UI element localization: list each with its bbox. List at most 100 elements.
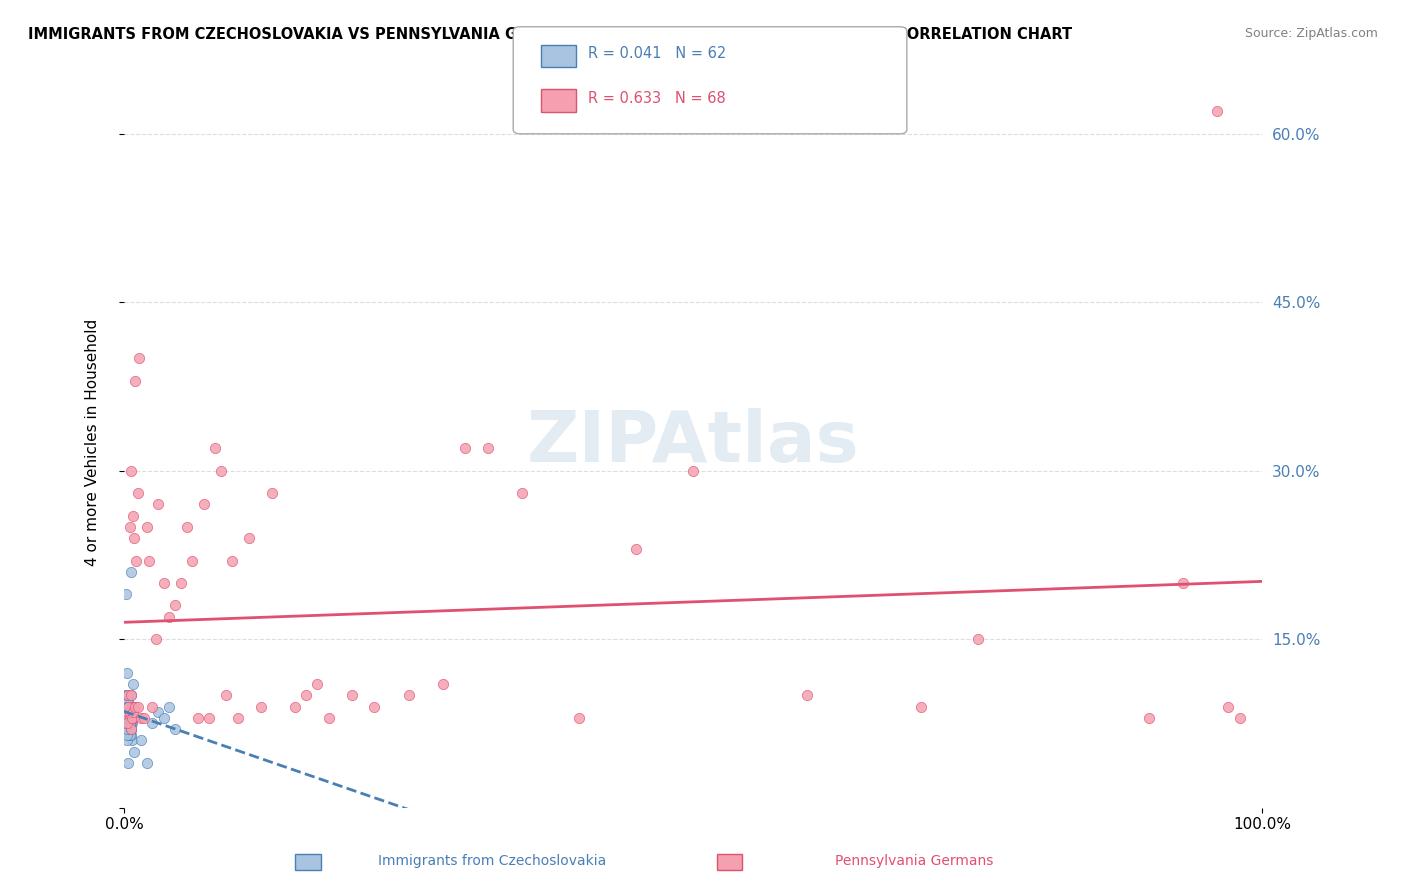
Text: R = 0.633   N = 68: R = 0.633 N = 68 [588, 91, 725, 105]
Point [120, 722, 142, 736]
Point [454, 441, 477, 455]
Point [115, 711, 138, 725]
Point [204, 441, 226, 455]
Point [115, 689, 138, 703]
Point [121, 711, 143, 725]
Point [226, 711, 249, 725]
Point [120, 722, 142, 736]
Point [165, 599, 187, 613]
Point [120, 722, 142, 736]
Text: R = 0.041   N = 62: R = 0.041 N = 62 [588, 46, 725, 61]
Point [398, 689, 420, 703]
Point [124, 699, 146, 714]
Point [181, 553, 204, 567]
Point [118, 716, 141, 731]
Point [117, 689, 139, 703]
Point [152, 711, 174, 725]
Point [118, 699, 141, 714]
Point [129, 711, 152, 725]
Point [117, 716, 139, 731]
Point [318, 711, 340, 725]
Point [118, 705, 141, 719]
Point [118, 705, 141, 719]
Point [120, 689, 142, 703]
Point [198, 711, 221, 725]
Point [114, 699, 136, 714]
Point [117, 716, 139, 731]
Point [568, 711, 591, 725]
Point [295, 689, 318, 703]
Point [118, 722, 141, 736]
Point [125, 553, 148, 567]
Point [124, 374, 146, 388]
Point [215, 689, 238, 703]
Point [120, 711, 142, 725]
Point [121, 699, 143, 714]
Point [221, 553, 243, 567]
Point [1171, 576, 1194, 591]
Point [682, 464, 704, 478]
Point [115, 587, 138, 601]
Point [159, 609, 181, 624]
Point [118, 711, 141, 725]
Point [117, 699, 139, 714]
Point [118, 728, 141, 742]
Point [117, 699, 139, 714]
Point [1229, 711, 1251, 725]
Point [165, 722, 187, 736]
Point [340, 689, 363, 703]
Point [117, 756, 139, 770]
Point [626, 542, 648, 557]
Point [135, 756, 157, 770]
Point [120, 722, 142, 736]
Point [118, 716, 141, 731]
Point [238, 531, 260, 545]
Point [117, 689, 139, 703]
Point [284, 699, 307, 714]
Point [127, 486, 149, 500]
Point [117, 699, 139, 714]
Point [120, 716, 142, 731]
Point [122, 531, 145, 545]
Point [115, 711, 138, 725]
Point [121, 705, 143, 719]
Point [141, 716, 163, 731]
Point [138, 553, 160, 567]
Point [117, 733, 139, 747]
Point [117, 711, 139, 725]
Point [146, 497, 169, 511]
Point [796, 689, 818, 703]
Point [209, 464, 232, 478]
Point [134, 711, 156, 725]
Point [117, 722, 139, 736]
Point [152, 576, 174, 591]
Point [122, 699, 145, 714]
Point [122, 711, 145, 725]
Point [120, 565, 142, 579]
Point [193, 497, 215, 511]
Point [118, 711, 141, 725]
Point [117, 705, 139, 719]
Point [117, 705, 139, 719]
Point [117, 694, 139, 708]
Point [117, 728, 139, 742]
Point [118, 705, 141, 719]
Point [117, 694, 139, 708]
Point [187, 711, 209, 725]
Point [477, 441, 499, 455]
Point [117, 689, 139, 703]
Point [117, 705, 139, 719]
Point [121, 733, 143, 747]
Point [115, 711, 138, 725]
Point [135, 520, 157, 534]
Point [120, 728, 142, 742]
Point [120, 464, 142, 478]
Point [307, 677, 329, 691]
Point [966, 632, 988, 647]
Point [118, 711, 141, 725]
Point [122, 677, 145, 691]
Text: ZIPAtlas: ZIPAtlas [527, 408, 859, 477]
Text: Source: ZipAtlas.com: Source: ZipAtlas.com [1244, 27, 1378, 40]
Point [249, 699, 271, 714]
Y-axis label: 4 or more Vehicles in Household: 4 or more Vehicles in Household [86, 319, 100, 566]
